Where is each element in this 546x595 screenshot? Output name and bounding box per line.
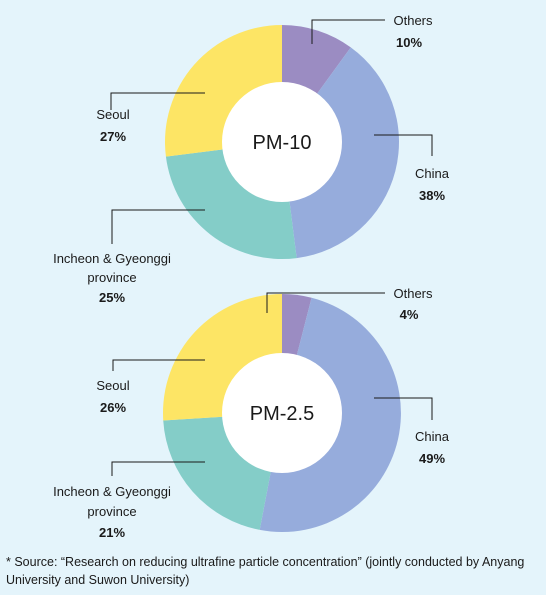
pm25-china-label: China [415,429,450,444]
pm25-donut: PM-2.5 [162,294,401,532]
pm10-others-pct: 10% [396,35,422,50]
source-note: * Source: “Research on reducing ultrafin… [6,555,525,587]
pm10-china-leader [374,134,433,156]
pm25-others-leader [266,292,385,313]
pm25-center-label: PM-2.5 [250,403,314,425]
pm25-incheon-label-line2: province [87,504,136,519]
pm25-seoul-pct: 26% [100,400,126,415]
pm10-donut: PM-10 [164,25,399,260]
pm10-others-leader [311,19,385,44]
pm25-seoul-label: Seoul [96,378,129,393]
pm10-incheon-leader [111,209,205,244]
pm10-china-label: China [415,166,450,181]
pm10-china-pct: 38% [419,188,445,203]
pm25-incheon-label-line1: Incheon & Gyeonggi [53,484,171,499]
pm25-others-pct: 4% [400,307,419,322]
pm10-seoul-leader [110,92,205,110]
pm10-seoul-label: Seoul [96,107,129,122]
pm25-donut-hole [222,353,342,473]
pm25-china-pct: 49% [419,451,445,466]
pm10-incheon-label-line2: province [87,270,136,285]
pm10-donut-hole [222,82,342,202]
pm10-incheon-label-line1: Incheon & Gyeonggi [53,251,171,266]
pm25-seoul-leader [112,359,205,371]
pm10-seoul-pct: 27% [100,129,126,144]
pm10-center-label: PM-10 [253,132,312,154]
pm25-china-leader [374,397,433,420]
pm25-incheon-leader [111,461,205,476]
pm25-others-label: Others [393,286,433,301]
pm10-incheon-pct: 25% [99,290,125,305]
pm10-others-label: Others [393,13,433,28]
pm25-incheon-pct: 21% [99,525,125,540]
